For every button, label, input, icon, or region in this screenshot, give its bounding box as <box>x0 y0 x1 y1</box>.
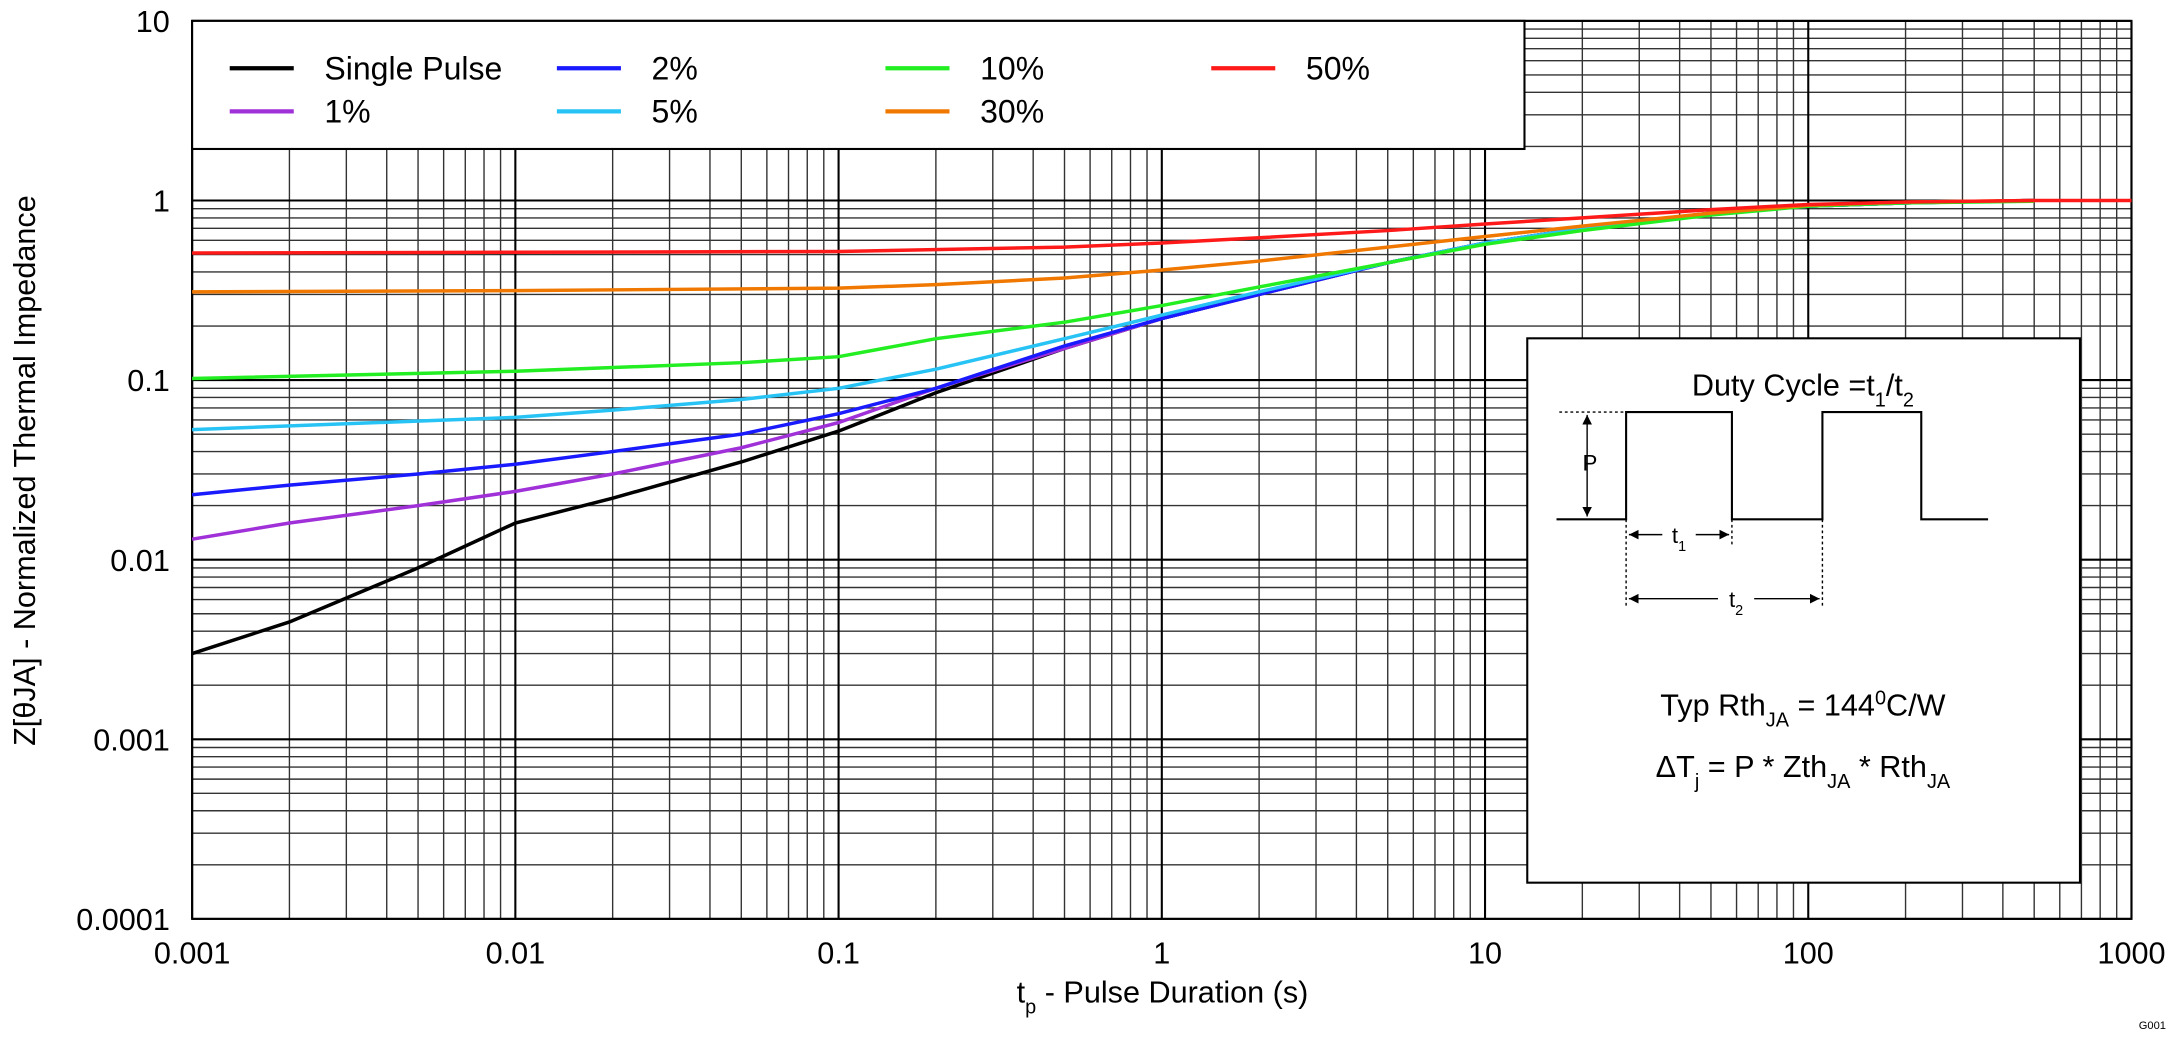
text-segment: 2 <box>1903 389 1914 411</box>
text-segment: t <box>1017 975 1026 1009</box>
y-tick-label: 1 <box>153 185 170 219</box>
x-tick-label: 10 <box>1468 936 1502 970</box>
text-segment: JA <box>1766 710 1790 732</box>
legend-label: 50% <box>1306 50 1370 86</box>
x-tick-label: 0.01 <box>486 936 546 970</box>
text-segment: Duty Cycle =t <box>1692 368 1875 402</box>
text-segment: = 144 <box>1789 689 1875 723</box>
text-segment: = P * Zth <box>1699 750 1827 784</box>
rth-note: Typ RthJA = 1440C/W <box>1660 688 1945 732</box>
t1-label: t1 <box>1672 523 1686 555</box>
pulse-waveform <box>1556 411 1989 521</box>
series-lines <box>191 198 2132 656</box>
x-tick-label: 1 <box>1153 936 1170 970</box>
text-segment: 2 <box>1735 603 1743 619</box>
legend-box <box>191 19 1526 151</box>
text-segment: t <box>1729 587 1736 612</box>
y-axis-label: Z[θJA] - Normalized Thermal Impedance <box>8 195 42 746</box>
x-tick-label: 1000 <box>2097 936 2165 970</box>
delta-note: ΔTj = P * ZthJA * RthJA <box>1656 750 1951 793</box>
p-label: P <box>1582 451 1597 476</box>
text-segment: Typ Rth <box>1660 689 1765 723</box>
text-segment: p <box>1025 996 1036 1018</box>
legend-label: Single Pulse <box>324 50 502 86</box>
inset-box <box>1526 337 2082 884</box>
x-tick-label: 0.1 <box>817 936 860 970</box>
text-segment: 0 <box>1875 688 1886 710</box>
text-segment: 1 <box>1875 389 1886 411</box>
text-segment: JA <box>1827 771 1851 793</box>
y-tick-label: 0.1 <box>127 364 170 398</box>
text-segment: t <box>1672 523 1679 548</box>
text-segment: * Rth <box>1850 750 1927 784</box>
legend-label: 10% <box>980 50 1044 86</box>
x-tick-label: 0.001 <box>154 936 231 970</box>
legend-label: 2% <box>652 50 698 86</box>
legend-label: 1% <box>324 94 370 130</box>
x-tick-label: 100 <box>1783 936 1834 970</box>
series-line <box>192 198 2132 255</box>
y-tick-label: 10 <box>136 5 170 39</box>
text-segment: 1 <box>1678 539 1686 555</box>
legend: Single Pulse 1% 2% 5% 10% 30% 50% <box>229 50 1370 130</box>
t2-label: t2 <box>1729 587 1743 619</box>
x-axis-label: tp - Pulse Duration (s) <box>1017 975 1309 1018</box>
y-tick-label: 0.0001 <box>76 903 170 937</box>
text-segment: ΔT <box>1656 750 1695 784</box>
figure-id: G001 <box>2139 1020 2166 1032</box>
legend-label: 5% <box>652 94 698 130</box>
text-segment: C/W <box>1886 689 1946 723</box>
legend-label: 30% <box>980 94 1044 130</box>
inset-title: Duty Cycle =t1/t2 <box>1692 368 1914 411</box>
text-segment: - Pulse Duration (s) <box>1036 975 1308 1009</box>
text-segment: JA <box>1927 771 1951 793</box>
y-tick-label: 0.001 <box>93 723 170 757</box>
text-segment: j <box>1694 771 1699 793</box>
text-segment: /t <box>1886 368 1904 402</box>
y-tick-label: 0.01 <box>110 544 170 578</box>
